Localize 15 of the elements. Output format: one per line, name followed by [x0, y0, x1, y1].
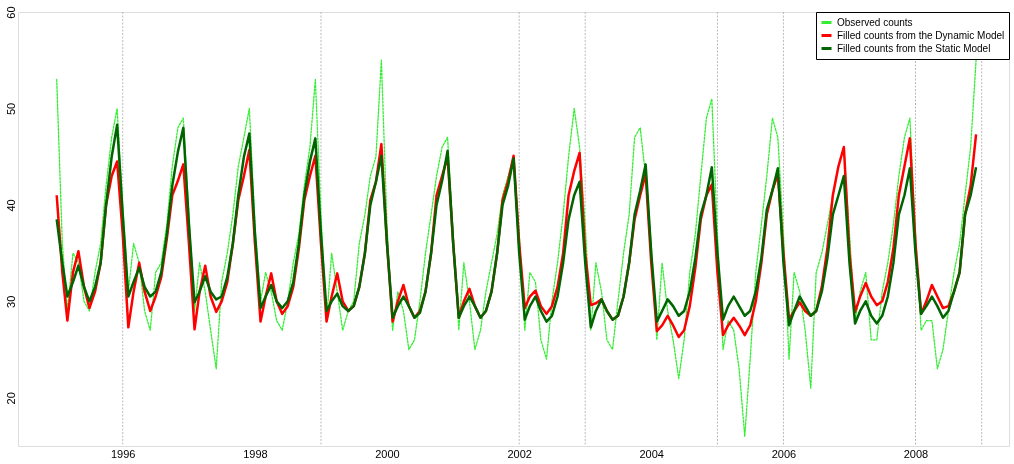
legend-label: Filled counts from the Dynamic Model	[837, 29, 1005, 41]
x-tick-label: 1996	[110, 447, 136, 460]
legend-label: Filled counts from the Static Model	[837, 42, 991, 54]
x-tick-label: 2006	[771, 447, 797, 460]
y-tick-label: 20	[4, 392, 17, 405]
y-tick-label: 40	[4, 199, 17, 212]
x-tick-label: 2000	[375, 447, 400, 460]
x-tick-label: 2008	[903, 447, 929, 460]
y-tick-label: 60	[4, 6, 17, 19]
x-tick-label: 2004	[639, 447, 664, 460]
y-tick-label: 50	[4, 102, 17, 116]
y-tick-label: 30	[4, 295, 17, 308]
x-tick-label: 2002	[507, 447, 532, 460]
legend-label: Observed counts	[837, 16, 913, 28]
x-tick-label: 1998	[243, 447, 268, 460]
